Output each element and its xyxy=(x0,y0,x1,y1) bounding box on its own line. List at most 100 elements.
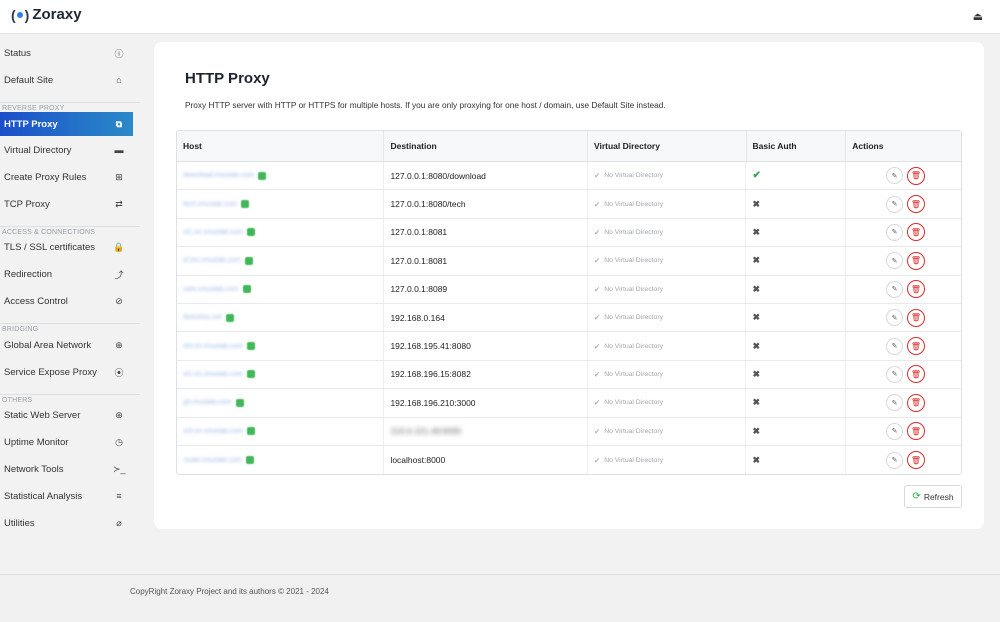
edit-icon[interactable]: ✎ xyxy=(886,451,903,469)
actions-cell: ✎ 🗑 xyxy=(846,332,961,359)
trash-icon[interactable]: 🗑 xyxy=(907,393,925,412)
destination-value: 127.0.0.1:8080/download xyxy=(390,170,486,181)
sidebar-item-network-tools[interactable]: Network Tools ≻_ xyxy=(0,457,133,481)
destination-value: 127.0.0.1:8081 xyxy=(390,255,448,266)
edit-icon[interactable]: ✎ xyxy=(886,337,903,355)
sign-out-icon[interactable]: ⏏ xyxy=(972,11,983,23)
edit-icon[interactable]: ✎ xyxy=(886,394,903,412)
host-link[interactable]: sf3.on.imuslab.com xyxy=(183,427,244,435)
table-row: download.imuslab.com 127.0.0.1:8080/downl… xyxy=(177,162,961,191)
host-link[interactable]: sf2.on.imuslab.com xyxy=(183,370,244,378)
edit-icon[interactable]: ✎ xyxy=(886,223,903,241)
sidebar-item-access-control[interactable]: Access Control ⊘ xyxy=(0,289,133,313)
table-row: tech.imuslab.com 127.0.0.1:8080/tech ✔ No V… xyxy=(177,190,961,219)
trash-icon[interactable]: 🗑 xyxy=(907,251,925,270)
sidebar-item-redirection[interactable]: Redirection ⤴ xyxy=(0,262,133,286)
sidebar-item-create-proxy-rules[interactable]: Create Proxy Rules ⊞ xyxy=(0,165,133,189)
virtual-directory-cell: ✔ No Virtual Directory xyxy=(588,303,747,332)
check-icon: ✔ xyxy=(593,227,601,237)
statistical-analysis-icon: ≡ xyxy=(116,491,122,501)
sidebar-item-label: Access Control xyxy=(4,295,68,307)
host-link[interactable]: sshc.imuslab.com xyxy=(183,285,239,293)
trash-icon[interactable]: 🗑 xyxy=(907,337,925,356)
host-cell: sf2.on.imuslab.com xyxy=(177,360,385,389)
auth-disabled-x-icon: ✖ xyxy=(752,283,761,294)
edit-icon[interactable]: ✎ xyxy=(886,167,903,185)
edit-icon[interactable]: ✎ xyxy=(886,422,903,440)
sidebar-item-utilities[interactable]: Utilities ⌀ xyxy=(0,511,133,535)
edit-icon[interactable]: ✎ xyxy=(886,309,903,327)
no-virtual-directory: ✔ No Virtual Directory xyxy=(594,342,663,351)
trash-icon[interactable]: 🗑 xyxy=(907,280,925,299)
sidebar-item-statistical-analysis[interactable]: Statistical Analysis ≡ xyxy=(0,484,133,508)
sidebar-item-status[interactable]: Status ⓘ xyxy=(0,41,133,65)
host-link[interactable]: sf.tes.imuslab.com xyxy=(183,257,241,265)
trash-icon[interactable]: 🗑 xyxy=(907,365,925,384)
host-cell: download.imuslab.com xyxy=(177,162,385,190)
trash-icon[interactable]: 🗑 xyxy=(907,166,925,185)
check-icon: ✔ xyxy=(593,341,601,351)
virtual-directory-cell: ✔ No Virtual Directory xyxy=(588,360,747,389)
http-proxy-icon: ⧉ xyxy=(115,118,123,129)
virtual-directory-icon: ▬ xyxy=(114,145,124,155)
host-cell: git.imuslab.com xyxy=(177,389,385,417)
host-link[interactable]: git.imuslab.com xyxy=(183,399,232,407)
host-link[interactable]: Aireshos.net xyxy=(183,314,222,322)
sidebar-item-global-area-network[interactable]: Global Area Network ⊕ xyxy=(0,333,133,357)
host-cell: Aireshos.net xyxy=(177,303,385,332)
no-virtual-directory-label: No Virtual Directory xyxy=(604,228,663,236)
sidebar-item-label: Network Tools xyxy=(4,463,64,475)
edit-icon[interactable]: ✎ xyxy=(886,252,903,270)
sidebar-item-http-proxy[interactable]: HTTP Proxy ⧉ xyxy=(0,112,133,136)
trash-icon[interactable]: 🗑 xyxy=(907,223,925,242)
sidebar-item-service-expose-proxy[interactable]: Service Expose Proxy ⦿ xyxy=(0,360,133,384)
destination-value: 127.0.0.1:8080/tech xyxy=(390,199,466,210)
uptime-monitor-icon: ◷ xyxy=(115,436,123,447)
trash-icon[interactable]: 🗑 xyxy=(907,195,925,214)
host-link[interactable]: tech.imuslab.com xyxy=(183,200,238,208)
refresh-button[interactable]: ⟳ Refresh xyxy=(904,485,962,508)
host-link[interactable]: download.imuslab.com xyxy=(183,172,255,180)
trash-icon[interactable]: 🗑 xyxy=(907,422,925,441)
access-control-icon: ⊘ xyxy=(115,295,123,306)
host-link[interactable]: sf1.on.imuslab.com xyxy=(183,228,244,236)
check-icon: ✔ xyxy=(593,256,601,266)
sidebar-item-default-site[interactable]: Default Site ⌂ xyxy=(0,68,133,92)
destination-value: 192.168.196.15:8082 xyxy=(390,369,471,380)
tls-lock-icon xyxy=(247,427,256,436)
host-link[interactable]: router.imuslab.com xyxy=(183,456,243,464)
sidebar-item-virtual-directory[interactable]: Virtual Directory ▬ xyxy=(0,138,133,162)
sidebar-item-static-web-server[interactable]: Static Web Server ⊕ xyxy=(0,403,133,427)
table-row: sf.tes.imuslab.com 127.0.0.1:8081 ✔ No Virt… xyxy=(177,247,961,276)
sidebar-item-label: Static Web Server xyxy=(4,409,81,421)
proxy-table: Host Destination Virtual Directory Basic… xyxy=(176,130,962,476)
service-expose-proxy-icon: ⦿ xyxy=(114,367,124,378)
edit-icon[interactable]: ✎ xyxy=(886,280,903,298)
no-virtual-directory: ✔ No Virtual Directory xyxy=(594,456,663,465)
sidebar-section-label: OTHERS xyxy=(0,394,140,404)
top-bar: () Zoraxy ⏏ xyxy=(0,0,1000,34)
basic-auth-cell: ✔ xyxy=(746,162,847,190)
tls-lock-icon xyxy=(247,228,256,237)
auth-disabled-x-icon: ✖ xyxy=(752,226,761,237)
virtual-directory-cell: ✔ No Virtual Directory xyxy=(588,417,747,445)
actions-cell: ✎ 🗑 xyxy=(846,247,961,274)
edit-icon[interactable]: ✎ xyxy=(886,195,903,213)
sidebar-item-tls-ssl-certificates[interactable]: TLS / SSL certificates 🔒 xyxy=(0,235,133,259)
trash-icon[interactable]: 🗑 xyxy=(907,308,925,327)
destination-cell: 192.168.196.15:8082 xyxy=(384,360,588,389)
sidebar-item-tcp-proxy[interactable]: TCP Proxy ⇄ xyxy=(0,192,133,216)
no-virtual-directory-label: No Virtual Directory xyxy=(604,456,663,464)
actions-cell: ✎ 🗑 xyxy=(846,389,961,416)
actions-cell: ✎ 🗑 xyxy=(846,418,961,445)
no-virtual-directory-label: No Virtual Directory xyxy=(604,370,663,378)
sidebar-item-label: Statistical Analysis xyxy=(4,490,83,502)
host-link[interactable]: sf3.on.imuslab.com xyxy=(183,342,244,350)
no-virtual-directory-label: No Virtual Directory xyxy=(604,285,663,293)
edit-icon[interactable]: ✎ xyxy=(886,365,903,383)
check-icon: ✔ xyxy=(593,426,601,436)
app-logo[interactable]: () Zoraxy xyxy=(11,6,82,23)
trash-icon[interactable]: 🗑 xyxy=(907,451,925,470)
destination-cell: 127.0.0.1:8080/tech xyxy=(384,190,588,218)
sidebar-item-uptime-monitor[interactable]: Uptime Monitor ◷ xyxy=(0,430,133,454)
